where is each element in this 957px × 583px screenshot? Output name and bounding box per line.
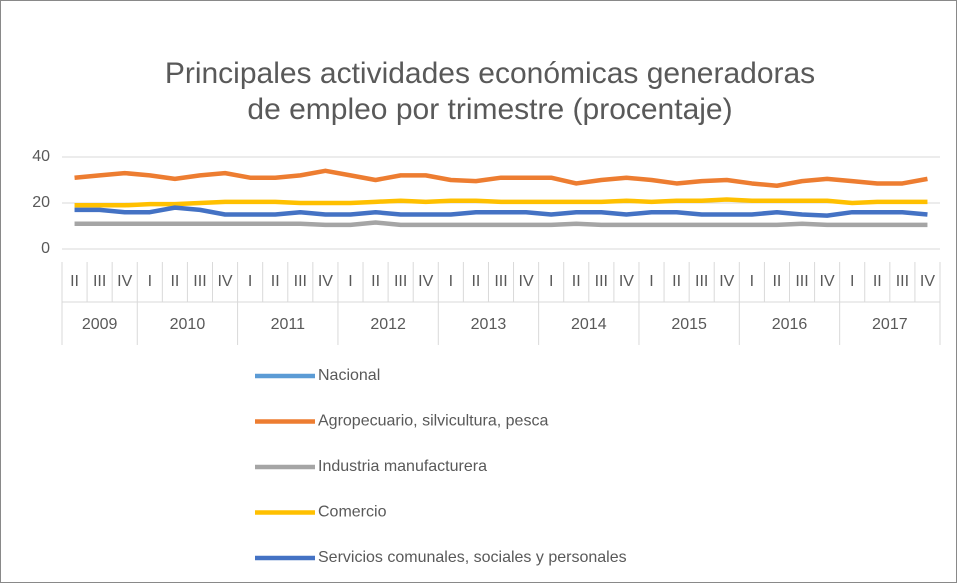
- x-tick-label: III: [394, 273, 407, 290]
- x-tick-label: III: [595, 273, 608, 290]
- x-tick-label: II: [371, 273, 380, 290]
- x-tick-label: I: [850, 273, 854, 290]
- series-line: [74, 197, 928, 208]
- x-tick-label: IV: [418, 273, 433, 290]
- legend-label: Agropecuario, silvicultura, pesca: [318, 413, 548, 430]
- x-tick-label: III: [294, 273, 307, 290]
- y-tick-label: 0: [41, 240, 50, 257]
- x-tick-label: IV: [719, 273, 734, 290]
- y-tick-label: 40: [32, 148, 50, 165]
- x-tick-label: II: [873, 273, 882, 290]
- x-tick-label: IV: [217, 273, 232, 290]
- x-tick-label: III: [695, 273, 708, 290]
- x-tick-label: II: [170, 273, 179, 290]
- x-tick-label: IV: [619, 273, 634, 290]
- legend-label: Comercio: [318, 504, 387, 521]
- x-tick-label: IV: [519, 273, 534, 290]
- x-tick-label: II: [471, 273, 480, 290]
- legend-label: Nacional: [318, 367, 380, 384]
- x-tick-label: II: [772, 273, 781, 290]
- x-group-label: 2014: [571, 316, 607, 333]
- x-tick-label: III: [795, 273, 808, 290]
- y-tick-label: 20: [32, 194, 50, 211]
- x-tick-label: I: [248, 273, 252, 290]
- chart-title: Principales actividades económicas gener…: [165, 57, 815, 90]
- x-tick-label: III: [896, 273, 909, 290]
- x-tick-label: I: [750, 273, 754, 290]
- legend-label: Servicios comunales, sociales y personal…: [318, 549, 627, 566]
- x-group-label: 2010: [170, 316, 206, 333]
- x-tick-label: I: [449, 273, 453, 290]
- series-line: [74, 220, 928, 228]
- x-tick-label: IV: [920, 273, 935, 290]
- x-tick-label: IV: [117, 273, 132, 290]
- x-group-label: 2017: [872, 316, 908, 333]
- x-tick-label: I: [649, 273, 653, 290]
- x-group-label: 2009: [82, 316, 118, 333]
- x-tick-label: II: [271, 273, 280, 290]
- x-tick-label: III: [93, 273, 106, 290]
- x-tick-label: II: [672, 273, 681, 290]
- x-tick-label: I: [348, 273, 352, 290]
- x-tick-label: III: [494, 273, 507, 290]
- x-group-label: 2016: [772, 316, 808, 333]
- chart-title: de empleo por trimestre (procentaje): [247, 93, 732, 126]
- x-group-label: 2015: [671, 316, 707, 333]
- x-tick-label: III: [193, 273, 206, 290]
- x-tick-label: II: [572, 273, 581, 290]
- x-tick-label: II: [70, 273, 79, 290]
- series-line: [74, 205, 928, 218]
- x-group-label: 2011: [271, 316, 306, 333]
- x-group-label: 2012: [370, 316, 406, 333]
- legend-label: Industria manufacturera: [318, 458, 487, 475]
- x-tick-label: I: [148, 273, 152, 290]
- x-group-label: 2013: [471, 316, 507, 333]
- x-tick-label: IV: [820, 273, 835, 290]
- x-tick-label: IV: [318, 273, 333, 290]
- x-tick-label: I: [549, 273, 553, 290]
- series-line: [74, 168, 928, 188]
